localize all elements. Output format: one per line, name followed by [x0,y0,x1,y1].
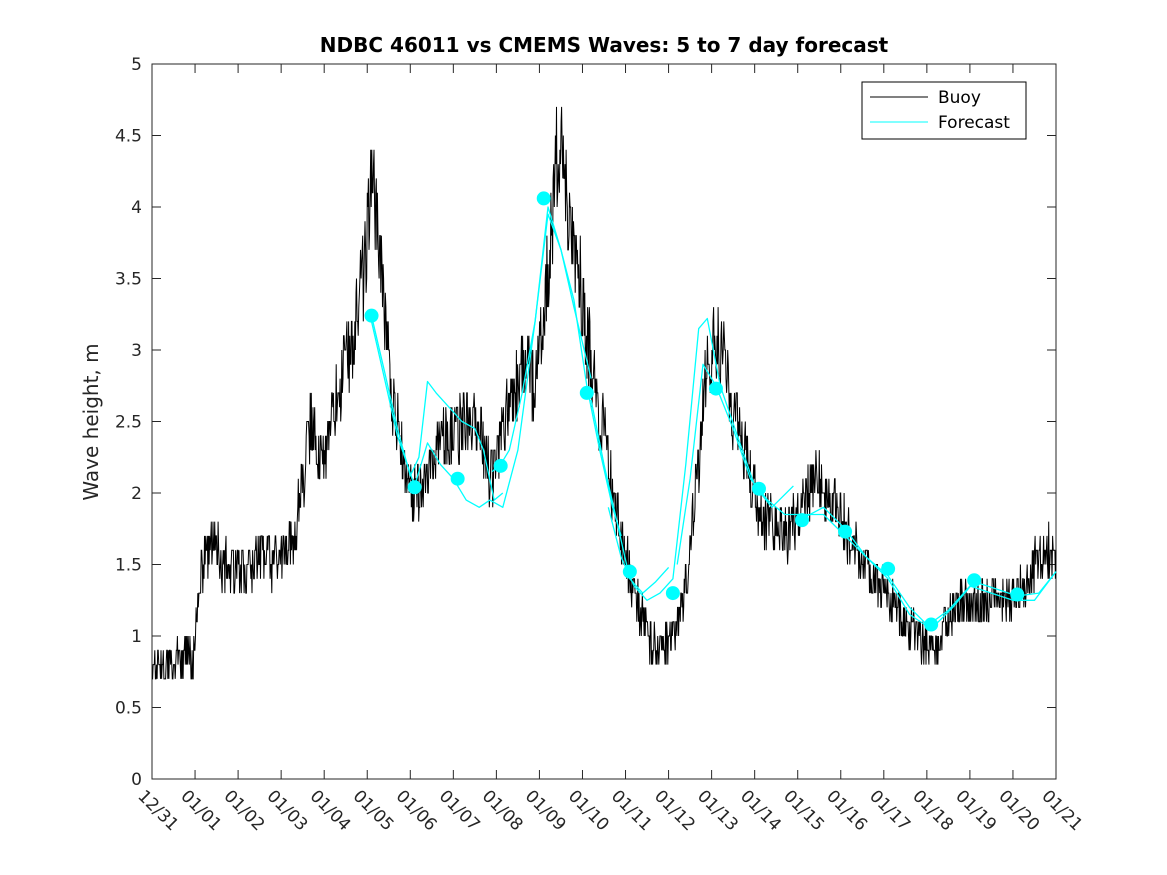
legend: Buoy Forecast [861,81,1027,140]
y-tick-label: 5 [131,55,142,75]
buoy-series-line [152,106,1057,680]
y-tick-label: 3 [131,341,142,361]
forecast-marker [622,564,637,579]
y-tick-label: 3.5 [115,270,142,290]
forecast-marker [967,573,982,588]
chart-title: NDBC 46011 vs CMEMS Waves: 5 to 7 day fo… [320,33,889,57]
forecast-marker [450,471,465,486]
forecast-series-line-2 [370,213,592,508]
forecast-marker [536,191,551,206]
legend-box [861,81,1027,140]
y-tick-label: 4 [131,198,142,218]
forecast-marker [708,381,723,396]
y-tick-label: 0.5 [115,699,142,719]
y-tick-label: 2.5 [115,413,142,433]
forecast-marker [493,458,508,473]
y-tick-label: 1 [131,627,142,647]
forecast-series-line-4 [590,399,670,594]
y-tick-label: 1.5 [115,556,142,576]
forecast-series-line-3 [491,206,622,537]
forecast-marker [795,513,810,528]
forecast-series-line-1 [370,315,504,501]
y-tick-label: 4.5 [115,127,142,147]
forecast-marker [1010,587,1025,602]
y-tick-label: 2 [131,484,142,504]
y-tick-label: 0 [131,770,142,790]
forecast-marker [364,308,379,323]
forecast-marker [665,586,680,601]
legend-forecast-label: Forecast [938,113,1010,133]
forecast-series-line-5 [607,317,794,601]
forecast-marker [838,524,853,539]
forecast-marker [924,617,939,632]
y-axis-label: Wave height, m [79,343,103,500]
legend-buoy-label: Buoy [938,88,981,108]
forecast-marker [881,561,896,576]
forecast-marker [751,481,766,496]
forecast-marker [407,480,422,495]
forecast-marker [579,385,594,400]
